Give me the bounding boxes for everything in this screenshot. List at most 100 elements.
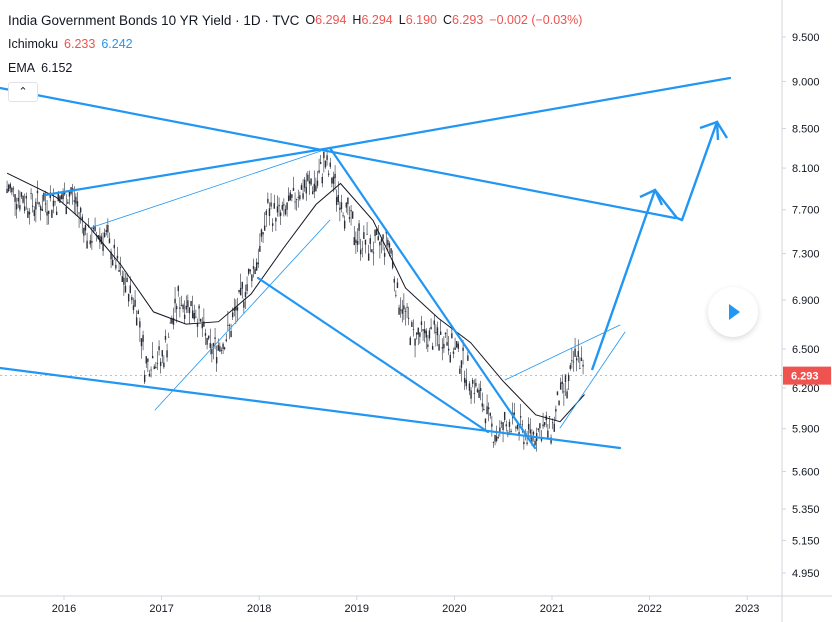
candle-body — [372, 252, 375, 254]
candle-body — [495, 436, 498, 441]
candle-body — [169, 322, 171, 324]
candle-body — [382, 234, 384, 239]
candle-body — [393, 278, 395, 283]
candle-body — [529, 429, 531, 434]
candle-body — [499, 427, 501, 432]
candle-body — [353, 237, 355, 246]
candle-body — [444, 332, 447, 335]
arrow-head-1 — [639, 188, 664, 206]
candle-body — [475, 382, 477, 387]
candle-body — [183, 314, 186, 319]
candle-body — [395, 295, 397, 296]
y-tick-label: 8.100 — [792, 163, 820, 175]
y-tick-label: 6.200 — [792, 383, 820, 395]
candle-body — [283, 204, 285, 206]
candle-body — [163, 362, 165, 368]
ema-row[interactable]: EMA 6.152 — [8, 56, 582, 80]
candle-body — [89, 240, 91, 245]
candle-body — [363, 232, 365, 239]
candle-body — [443, 343, 445, 349]
trend-line — [154, 219, 331, 411]
candle-body — [433, 320, 435, 325]
candle-body — [188, 307, 191, 314]
candle-body — [343, 220, 346, 229]
candle-body — [127, 293, 130, 302]
candle-body — [212, 343, 215, 348]
candle-body — [553, 423, 555, 432]
candle-body — [68, 189, 71, 197]
candle-body — [52, 200, 55, 207]
candle-body — [230, 330, 232, 338]
candle-body — [139, 321, 141, 328]
ichimoku-row[interactable]: Ichimoku 6.233 6.242 — [8, 32, 582, 56]
candle-body — [351, 211, 354, 219]
candle-body — [284, 208, 287, 215]
y-tick-label: 6.900 — [792, 295, 820, 307]
y-tick-label: 7.700 — [792, 205, 820, 217]
candle-body — [265, 210, 267, 216]
candle-body — [84, 225, 87, 231]
candle-body — [428, 330, 431, 339]
ohlc-low: L6.190 — [399, 13, 437, 27]
candle-body — [305, 187, 307, 194]
candle-body — [103, 232, 106, 238]
candle-body — [566, 391, 568, 399]
ichimoku-value-a: 6.233 — [64, 37, 96, 51]
candle-body — [364, 239, 367, 245]
trend-line — [89, 147, 331, 229]
candle-body — [342, 215, 344, 217]
candle-body — [54, 201, 56, 203]
candle-body — [543, 422, 546, 426]
candle-body — [134, 299, 136, 307]
x-tick-label: 2020 — [442, 603, 466, 615]
candle-body — [174, 298, 176, 304]
candle-body — [185, 305, 187, 310]
candle-body — [195, 316, 197, 318]
candle-body — [92, 227, 95, 230]
candle-body — [233, 308, 235, 312]
candle-body — [142, 335, 144, 342]
candle-body — [361, 248, 363, 250]
candle-body — [99, 235, 101, 243]
candle-body — [415, 332, 418, 335]
candle-body — [396, 282, 399, 289]
price-change: −0.002 (−0.03%) — [489, 13, 583, 27]
candle-body — [367, 253, 370, 261]
candle-body — [135, 317, 138, 326]
y-tick-label: 4.950 — [792, 568, 820, 580]
candle-body — [158, 346, 160, 351]
symbol-title[interactable]: India Government Bonds 10 YR Yield · 1D … — [8, 12, 300, 28]
candle-body — [523, 441, 525, 445]
candle-body — [214, 337, 216, 339]
candle-body — [25, 195, 27, 199]
candle-body — [513, 412, 515, 415]
trend-line — [328, 76, 732, 150]
candle-body — [175, 306, 178, 310]
candle-body — [492, 442, 495, 443]
candle-body — [521, 424, 523, 426]
candle-body — [380, 239, 383, 242]
trend-line — [328, 146, 537, 450]
candle-body — [73, 200, 75, 202]
candle-body — [257, 262, 259, 265]
candle-body — [359, 249, 362, 255]
candle-body — [422, 329, 424, 331]
collapse-legend-button[interactable]: ⌃ — [8, 82, 38, 102]
candle-body — [294, 201, 296, 203]
x-tick-label: 2022 — [637, 603, 661, 615]
candle-body — [22, 195, 24, 203]
candle-body — [489, 412, 491, 416]
candle-body — [182, 304, 184, 310]
candle-body — [113, 244, 115, 249]
candle-body — [204, 333, 207, 336]
ohlc-low-label: L — [398, 13, 406, 27]
candle-body — [473, 392, 475, 394]
y-tick-label: 5.600 — [792, 467, 820, 479]
candle-body — [580, 357, 583, 362]
candle-body — [65, 207, 67, 215]
candle-body — [436, 327, 439, 336]
replay-button[interactable] — [708, 287, 758, 337]
